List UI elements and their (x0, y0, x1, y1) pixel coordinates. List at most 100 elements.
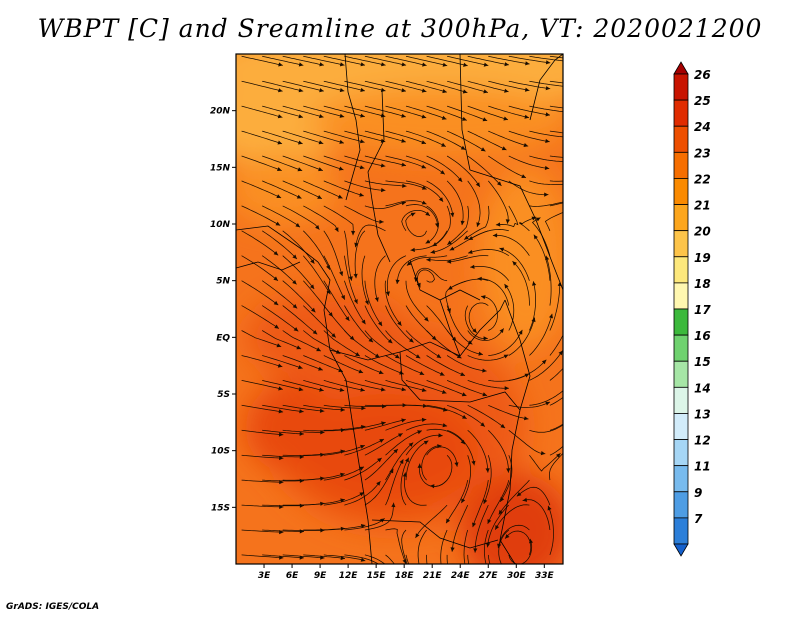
streamline-arrow (544, 192, 549, 197)
streamline (483, 455, 492, 505)
border-line (236, 225, 353, 421)
streamline (241, 155, 282, 171)
streamline (262, 330, 302, 350)
streamline (400, 457, 410, 506)
streamline (303, 404, 345, 411)
streamline-arrow (318, 140, 324, 145)
streamline (344, 180, 386, 191)
colorbar-label: 18 (694, 277, 711, 291)
streamline-arrow (380, 163, 386, 168)
streamline (361, 255, 369, 305)
streamline-arrow (518, 329, 523, 335)
streamline (344, 105, 386, 117)
streamline-arrow (470, 264, 475, 269)
streamline-arrow (505, 219, 510, 224)
streamline (549, 202, 563, 207)
streamline (426, 255, 468, 261)
streamline (544, 212, 563, 231)
streamline (303, 180, 343, 199)
streamline-arrow (498, 509, 503, 515)
streamline (488, 180, 509, 224)
colorbar-label: 21 (694, 199, 711, 213)
streamline (241, 80, 283, 92)
streamline (549, 281, 561, 331)
streamline (470, 266, 510, 281)
streamline (405, 212, 427, 237)
colorbar-label: 11 (694, 460, 711, 474)
border-line (439, 299, 461, 357)
colorbar-segment (673, 491, 689, 519)
streamline (385, 105, 427, 119)
streamline (303, 155, 344, 171)
streamline (282, 55, 324, 66)
streamline-arrow (360, 444, 365, 449)
streamline (440, 529, 448, 564)
x-axis: 3E 6E 9E 12E 15E 18E 21E 24E 27E 30E 33E (258, 564, 555, 581)
streamline-arrow (521, 174, 526, 178)
streamline (426, 428, 466, 445)
streamline-arrow (389, 468, 394, 474)
streamline-arrow (576, 345, 580, 350)
streamline-arrow (395, 354, 400, 359)
colorbar-label: 19 (694, 251, 711, 265)
streamline-arrow (345, 316, 350, 321)
streamline (241, 380, 283, 390)
streamline (364, 330, 400, 359)
streamline-arrow (421, 140, 426, 145)
streamline-arrow (276, 194, 282, 198)
streamline-arrow (312, 330, 318, 335)
streamline-arrow (379, 439, 384, 443)
streamline-arrow (558, 350, 563, 356)
streamline (303, 450, 345, 456)
x-tick-label: 21E (423, 571, 443, 581)
streamline-arrow (459, 596, 463, 601)
streamline-arrow (410, 212, 416, 217)
streamline (282, 305, 318, 335)
streamline (549, 180, 563, 182)
streamline-arrow (580, 377, 584, 382)
streamline (303, 305, 337, 338)
streamline-arrow (360, 87, 365, 92)
streamline-arrow (503, 116, 508, 121)
streamline-arrow (436, 353, 442, 358)
streamline-arrow (424, 316, 429, 322)
streamline-arrow (450, 212, 455, 218)
streamline-arrow (278, 432, 284, 437)
streamline (446, 429, 475, 466)
streamline-arrow (567, 135, 571, 139)
streamline (426, 180, 454, 218)
streamline (385, 380, 427, 392)
streamline-arrow (462, 414, 467, 419)
streamline-arrow (353, 273, 358, 279)
streamline (467, 354, 509, 361)
streamline-arrow (587, 132, 591, 136)
colorbar-label: 14 (694, 381, 711, 395)
colorbar: 26 25 24 23 22 21 20 19 18 17 16 15 14 13 12 11 9 7 (673, 61, 711, 557)
streamline-arrow (426, 257, 431, 262)
streamline (464, 305, 488, 340)
x-tick-label: 33E (535, 571, 555, 581)
streamline (426, 105, 467, 121)
x-tick-label: 18E (395, 571, 415, 581)
streamline-arrow (339, 113, 345, 118)
streamline-arrow (353, 299, 358, 304)
border-line (236, 261, 301, 271)
streamline (241, 454, 284, 459)
streamline (410, 230, 448, 251)
streamline (323, 230, 343, 277)
streamline (303, 105, 345, 118)
streamline (446, 330, 483, 355)
streamline-arrow (556, 453, 561, 458)
streamline-arrow (298, 387, 304, 392)
streamline-arrow (278, 409, 284, 414)
streamline-arrow (486, 542, 491, 548)
streamline (488, 130, 529, 147)
streamline-arrow (359, 492, 365, 497)
colorbar-segment (673, 360, 689, 388)
streamline-arrow (319, 88, 324, 93)
streamline (446, 130, 486, 152)
streamline (344, 55, 386, 66)
streamline-arrow (298, 140, 303, 145)
streamline (364, 433, 403, 456)
streamline (384, 280, 402, 327)
